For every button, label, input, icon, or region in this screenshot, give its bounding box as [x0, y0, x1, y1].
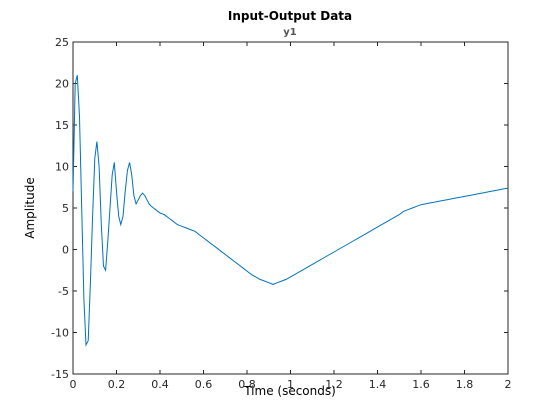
- y-tick-label: 0: [62, 244, 69, 257]
- x-tick-label: 0: [70, 378, 77, 391]
- x-tick-label: 0.4: [151, 378, 169, 391]
- y-tick-label: 15: [55, 119, 69, 132]
- plot-area: [72, 41, 509, 375]
- x-tick-label: 0.6: [195, 378, 213, 391]
- y-tick-label: 25: [55, 36, 69, 49]
- x-tick-label: 0.2: [108, 378, 126, 391]
- y-tick-label: -10: [51, 327, 69, 340]
- x-tick-label: 1.2: [325, 378, 343, 391]
- chart-title: Input-Output Data: [228, 9, 352, 23]
- series-line: [72, 75, 509, 347]
- x-tick-label: 2: [505, 378, 512, 391]
- y-tick-label: 10: [55, 161, 69, 174]
- axis-tick-labels: 0 0.2 0.4 0.6 0.8 1 1.2 1.4 1.6 1.8 2 -15 -10 -5 0 5 10 1…: [51, 36, 511, 391]
- axis-ticks: [72, 41, 509, 375]
- y-tick-label: -5: [58, 285, 69, 298]
- x-axis-label: Time (seconds): [243, 384, 336, 398]
- x-tick-label: 1.4: [369, 378, 387, 391]
- y-tick-label: 20: [55, 78, 69, 91]
- y-tick-label: 5: [62, 202, 69, 215]
- x-tick-label: 1.8: [456, 378, 474, 391]
- x-tick-label: 1: [287, 378, 294, 391]
- y-axis-label: Amplitude: [23, 177, 37, 239]
- x-tick-label: 1.6: [412, 378, 430, 391]
- y-tick-label: -15: [51, 368, 69, 381]
- x-tick-label: 0.8: [238, 378, 256, 391]
- chart-subtitle: y1: [283, 27, 297, 38]
